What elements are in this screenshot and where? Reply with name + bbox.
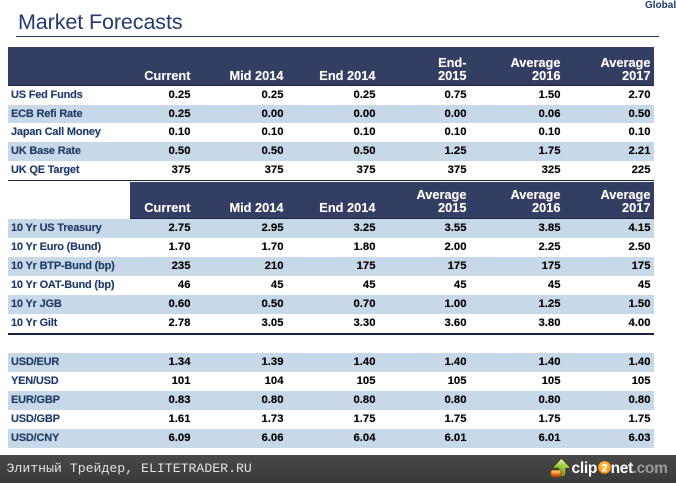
svg-text:2: 2 (601, 463, 607, 474)
